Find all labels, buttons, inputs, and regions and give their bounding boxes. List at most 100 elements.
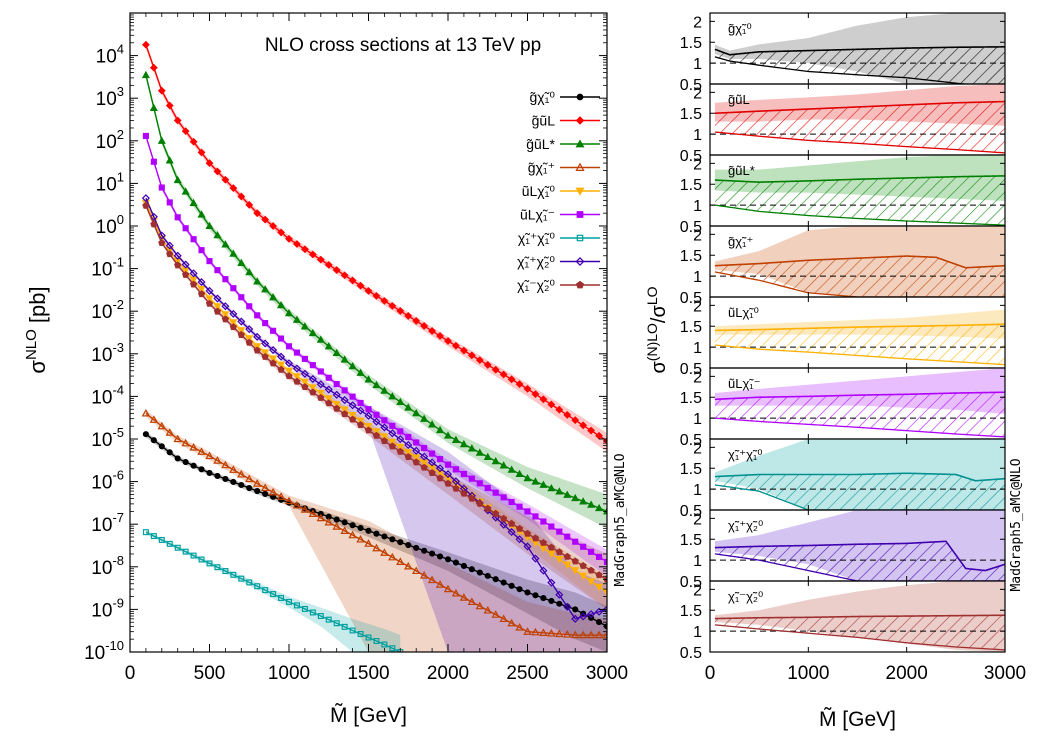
- marker-circle: [572, 606, 579, 613]
- y-tick-label: 10-3: [91, 340, 124, 366]
- marker-diamond-open: [443, 470, 453, 479]
- marker-triangle-down: [443, 475, 453, 483]
- marker-square: [150, 158, 157, 165]
- marker-triangle-down: [284, 367, 294, 375]
- marker-diamond-open: [587, 610, 596, 619]
- marker-pentagon: [444, 479, 452, 487]
- marker-triangle: [396, 397, 405, 405]
- marker-triangle: [197, 210, 206, 218]
- lo-hatch: [714, 256, 1005, 297]
- marker-diamond-open: [221, 302, 230, 311]
- marker-diamond-open: [364, 411, 373, 420]
- y-tick-label: 2: [693, 156, 702, 173]
- marker-circle: [389, 536, 396, 543]
- marker-triangle-down: [308, 384, 317, 392]
- marker-triangle-down: [563, 561, 572, 569]
- marker-square: [246, 303, 253, 310]
- marker-square: [325, 374, 332, 381]
- marker-square: [214, 267, 221, 274]
- marker-triangle-open: [364, 539, 373, 547]
- panel-content: [710, 84, 1005, 154]
- ratio-panel: 0.5 1 1.5 2 ũLχ̃₁⁰: [680, 296, 1006, 378]
- marker-triangle-down: [555, 556, 564, 564]
- marker-triangle-open: [586, 630, 596, 639]
- marker-pentagon: [301, 383, 309, 391]
- marker-triangle-open: [348, 530, 357, 539]
- marker-triangle: [364, 375, 373, 383]
- marker-pentagon: [285, 372, 293, 380]
- marker-diamond: [372, 291, 381, 300]
- ratio-panel: 0.5 1 1.5 2 g̃χ̃₁⁰: [680, 12, 1006, 94]
- y-tick-label: 10-9: [91, 595, 124, 621]
- marker-pentagon: [555, 548, 563, 556]
- marker-triangle-open: [284, 496, 294, 505]
- uncertainty-bands: [145, 41, 607, 652]
- x-tick-label: 1500: [347, 663, 389, 684]
- marker-triangle-open: [499, 614, 508, 623]
- marker-triangle: [261, 285, 270, 293]
- marker-triangle: [483, 452, 492, 460]
- legend-label: χ̃₁⁺χ̃₂⁰: [517, 254, 555, 270]
- marker-diamond-open: [579, 612, 588, 621]
- y-tick-label: 1: [693, 127, 702, 144]
- marker-triangle-open: [205, 451, 214, 460]
- ratio-panel: 0.5 1 1.5 2 χ̃₁⁺χ̃₂⁰: [680, 509, 1006, 591]
- marker-diamond: [555, 405, 564, 414]
- marker-diamond: [293, 240, 301, 248]
- k-factor-line: [714, 472, 1005, 482]
- marker-square: [182, 225, 189, 232]
- legend-label: g̃ũL*: [526, 136, 555, 152]
- marker-circle: [198, 466, 205, 473]
- legend: g̃χ̃₁⁰ g̃ũL g̃ũL* g̃χ̃₁⁺ ũLχ̃₁⁰ ũLχ̃₁⁻ χ̃₁⁺χ̃₁…: [517, 89, 600, 293]
- marker-diamond-open: [602, 605, 607, 614]
- marker-triangle-open: [197, 447, 206, 455]
- legend-label: ũLχ̃₁⁰: [522, 183, 556, 199]
- marker-triangle: [575, 139, 585, 148]
- marker-circle: [182, 458, 189, 466]
- marker-pentagon: [317, 393, 325, 401]
- lo-hatch: [714, 615, 1005, 650]
- marker-square-open: [373, 637, 380, 644]
- marker-triangle-open: [292, 500, 302, 509]
- marker-circle: [206, 469, 213, 476]
- watermark: MadGraph5_aMC@NLO: [1009, 458, 1024, 591]
- marker-circle: [341, 519, 348, 526]
- legend-label: ũLχ̃₁⁻: [520, 207, 555, 223]
- marker-square-open: [365, 634, 372, 641]
- legend-label: g̃χ̃₁⁺: [528, 160, 555, 176]
- marker-triangle-open: [237, 469, 246, 478]
- y-tick-label: 10-6: [91, 468, 124, 494]
- marker-diamond: [364, 286, 373, 295]
- marker-diamond: [221, 175, 230, 184]
- marker-triangle: [555, 487, 564, 495]
- marker-circle: [166, 449, 173, 456]
- marker-triangle-down: [356, 417, 365, 425]
- marker-square: [365, 406, 372, 413]
- marker-square: [484, 484, 491, 492]
- y-tick-label: 1: [693, 624, 702, 641]
- marker-pentagon: [150, 220, 158, 228]
- marker-triangle: [181, 187, 190, 195]
- marker-triangle: [308, 328, 317, 337]
- marker-diamond-open: [523, 542, 532, 551]
- marker-triangle-open: [594, 630, 604, 639]
- marker-square: [421, 444, 428, 452]
- marker-diamond: [324, 260, 333, 269]
- marker-square: [468, 475, 475, 482]
- y-tick-label: 0.5: [680, 432, 702, 449]
- marker-diamond: [396, 307, 405, 315]
- marker-triangle: [563, 490, 572, 498]
- marker-diamond: [332, 266, 341, 274]
- y-tick-label: 1.5: [680, 106, 702, 123]
- marker-square: [166, 199, 173, 206]
- marker-triangle-open: [300, 505, 310, 513]
- marker-square-open: [222, 568, 229, 575]
- marker-triangle-down: [388, 438, 397, 447]
- marker-square: [349, 393, 356, 400]
- marker-square: [429, 450, 436, 457]
- marker-square-open: [301, 605, 308, 612]
- marker-diamond: [547, 400, 556, 409]
- y-tick-label: 0.5: [680, 219, 702, 236]
- marker-triangle-open: [308, 509, 318, 517]
